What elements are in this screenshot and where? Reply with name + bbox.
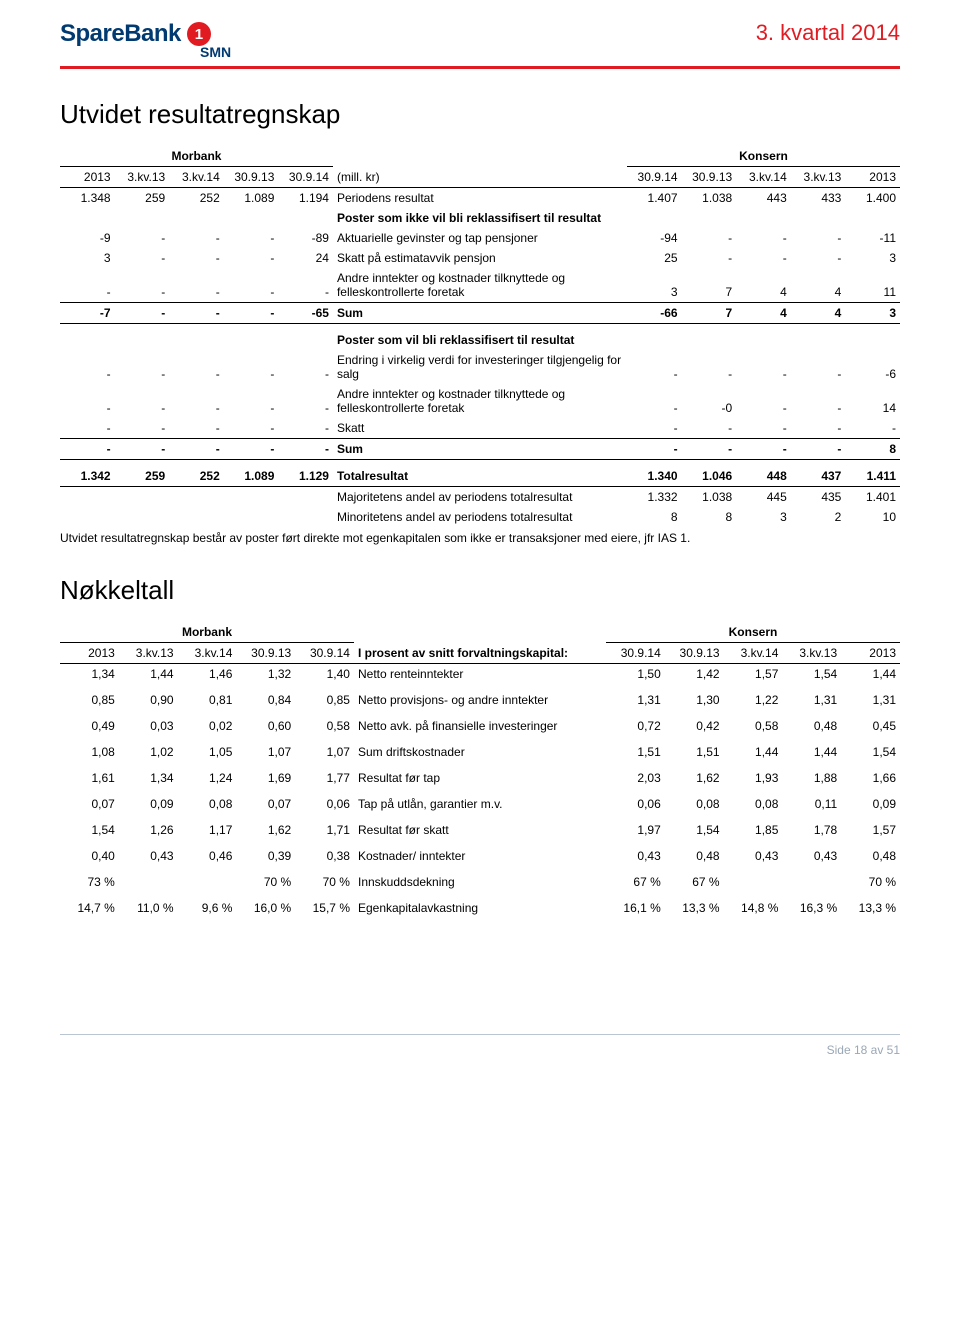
table-row: Majoritetens andel av periodens totalres… [60,487,900,508]
table-row: 0,400,430,460,390,38Kostnader/ inntekter… [60,846,900,866]
row-label: Andre inntekter og kostnader tilknyttede… [333,268,627,303]
row-label: Netto provisjons- og andre inntekter [354,690,606,710]
report-title: 3. kvartal 2014 [756,20,900,46]
page-header: SpareBank 1 SMN 3. kvartal 2014 [0,0,960,66]
row-label: Majoritetens andel av periodens totalres… [333,487,627,508]
table-row: -7----65Sum-667443 [60,303,900,324]
table-row: 1,081,021,051,071,07Sum driftskostnader1… [60,742,900,762]
table-row: 3---24Skatt på estimatavvik pensjon25---… [60,248,900,268]
footer-divider [60,1034,900,1035]
brand-subname: SMN [200,44,231,60]
row-label: Netto avk. på finansielle investeringer [354,716,606,736]
group-morbank: Morbank [60,146,333,167]
row-label: Endring i virkelig verdi for investering… [333,350,627,384]
row-label: Skatt [333,418,627,439]
table-row: 14,7 %11,0 %9,6 %16,0 %15,7 %Egenkapital… [60,898,900,918]
table-group-header: Morbank Konsern [60,146,900,167]
table-group-header: Morbank Konsern [60,622,900,643]
table-column-header: 2013 3.kv.13 3.kv.14 30.9.13 30.9.14 (mi… [60,167,900,188]
table-row: 0,490,030,020,600,58Netto avk. på finans… [60,716,900,736]
table-row: -----Andre inntekter og kostnader tilkny… [60,268,900,303]
row-label: Aktuarielle gevinster og tap pensjoner [333,228,627,248]
table-row: Minoritetens andel av periodens totalres… [60,507,900,527]
table-row: 1.3482592521.0891.194Periodens resultat1… [60,188,900,209]
brand-name: SpareBank [60,20,181,48]
table-row: 1,611,341,241,691,77Resultat før tap2,03… [60,768,900,788]
table-row: 73 %70 %70 %Innskuddsdekning67 %67 %70 % [60,872,900,892]
table-row: -----Andre inntekter og kostnader tilkny… [60,384,900,418]
table-utvidet-resultat: Morbank Konsern 2013 3.kv.13 3.kv.14 30.… [60,146,900,527]
row-label: Egenkapitalavkastning [354,898,606,918]
brand-badge-icon: 1 [187,22,211,46]
row-label: Sum [333,303,627,324]
table-row: Poster som vil bli reklassifisert til re… [60,330,900,350]
row-label: Netto renteinntekter [354,664,606,685]
row-label: Resultat før tap [354,768,606,788]
row-label: Innskuddsdekning [354,872,606,892]
row-label: Sum driftskostnader [354,742,606,762]
row-label: Resultat før skatt [354,820,606,840]
row-label: Tap på utlån, garantier m.v. [354,794,606,814]
section-title-1: Utvidet resultatregnskap [60,99,900,130]
table-row: 0,070,090,080,070,06Tap på utlån, garant… [60,794,900,814]
row-label: Skatt på estimatavvik pensjon [333,248,627,268]
table-column-header: 2013 3.kv.13 3.kv.14 30.9.13 30.9.14 I p… [60,643,900,664]
table-row: 1.3422592521.0891.129Totalresultat1.3401… [60,466,900,487]
table-row: Poster som ikke vil bli reklassifisert t… [60,208,900,228]
row-label: Poster som ikke vil bli reklassifisert t… [333,208,627,228]
table-row: -----Sum----8 [60,439,900,460]
table-nokkeltall: Morbank Konsern 2013 3.kv.13 3.kv.14 30.… [60,622,900,924]
row-label: Poster som vil bli reklassifisert til re… [333,330,627,350]
group-konsern: Konsern [606,622,900,643]
row-label: Periodens resultat [333,188,627,209]
row-label: Totalresultat [333,466,627,487]
table-row: 0,850,900,810,840,85Netto provisjons- og… [60,690,900,710]
table-row: -9----89Aktuarielle gevinster og tap pen… [60,228,900,248]
row-label: Sum [333,439,627,460]
header-divider [60,66,900,69]
note-text: Utvidet resultatregnskap består av poste… [60,531,900,545]
logo-block: SpareBank 1 SMN [60,20,231,60]
table-row: -----Skatt----- [60,418,900,439]
group-morbank: Morbank [60,622,354,643]
table-row: -----Endring i virkelig verdi for invest… [60,350,900,384]
page-footer: Side 18 av 51 [0,1043,960,1077]
group-konsern: Konsern [627,146,900,167]
table-row: 1,341,441,461,321,40Netto renteinntekter… [60,664,900,685]
table-row: 1,541,261,171,621,71Resultat før skatt1,… [60,820,900,840]
row-label: Andre inntekter og kostnader tilknyttede… [333,384,627,418]
section-title-2: Nøkkeltall [60,575,900,606]
row-label: Minoritetens andel av periodens totalres… [333,507,627,527]
row-label: Kostnader/ inntekter [354,846,606,866]
